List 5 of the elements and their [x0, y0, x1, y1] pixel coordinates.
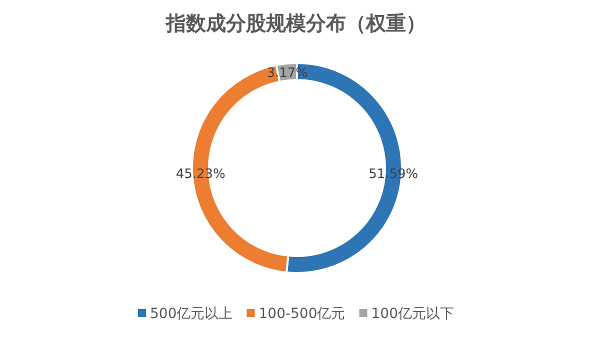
data-label: 3.17% [266, 66, 308, 81]
legend-label: 100亿元以下 [371, 306, 454, 322]
legend-label: 100-500亿元 [258, 306, 346, 322]
chart-title: 指数成分股规模分布（权重） [165, 11, 426, 35]
legend-label: 500亿元以上 [150, 306, 233, 322]
